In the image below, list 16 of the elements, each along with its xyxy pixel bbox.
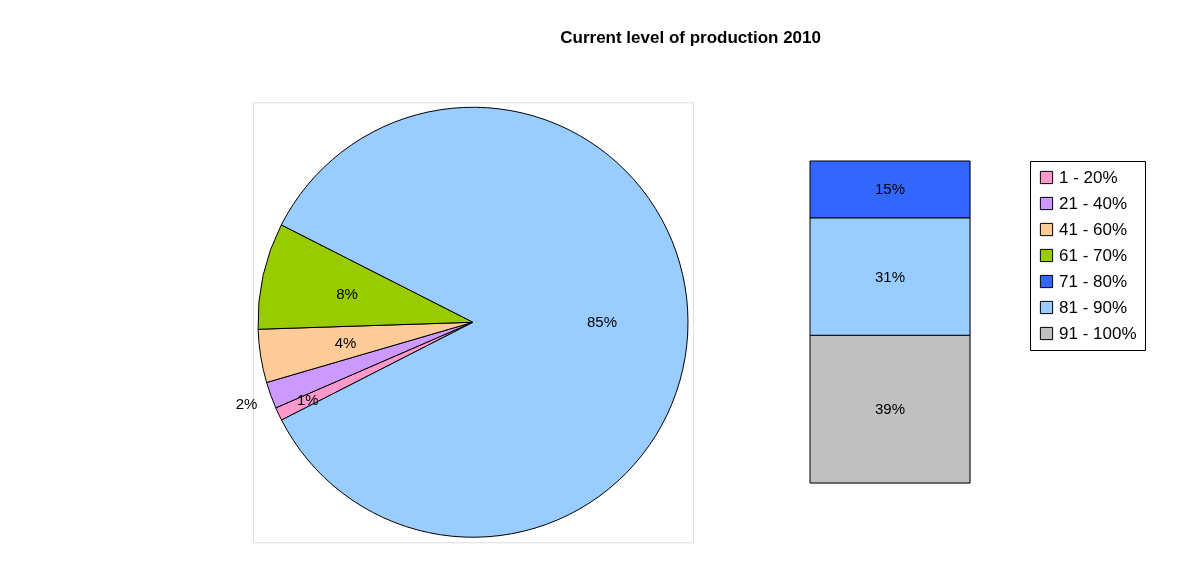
data-label: 8%	[336, 285, 358, 303]
data-label: 2%	[235, 395, 258, 413]
data-label: 4%	[334, 333, 357, 351]
data-label: 15%	[874, 180, 906, 198]
legend-label: 21 - 40%	[1059, 193, 1128, 213]
legend-label: 1 - 20%	[1059, 167, 1118, 187]
data-label: 39%	[874, 400, 906, 418]
text: 81 - 90%	[1059, 297, 1128, 317]
data-label: 31%	[874, 267, 906, 285]
data-label: 1%	[296, 391, 319, 409]
data-label: 85%	[586, 313, 618, 331]
legend-label: 71 - 80%	[1059, 271, 1128, 291]
legend-label: 61 - 70%	[1059, 245, 1128, 265]
chart-title: Current level of production 2010	[560, 27, 821, 47]
legend-label: 41 - 60%	[1059, 219, 1128, 239]
legend-label: 91 - 100%	[1059, 323, 1137, 343]
